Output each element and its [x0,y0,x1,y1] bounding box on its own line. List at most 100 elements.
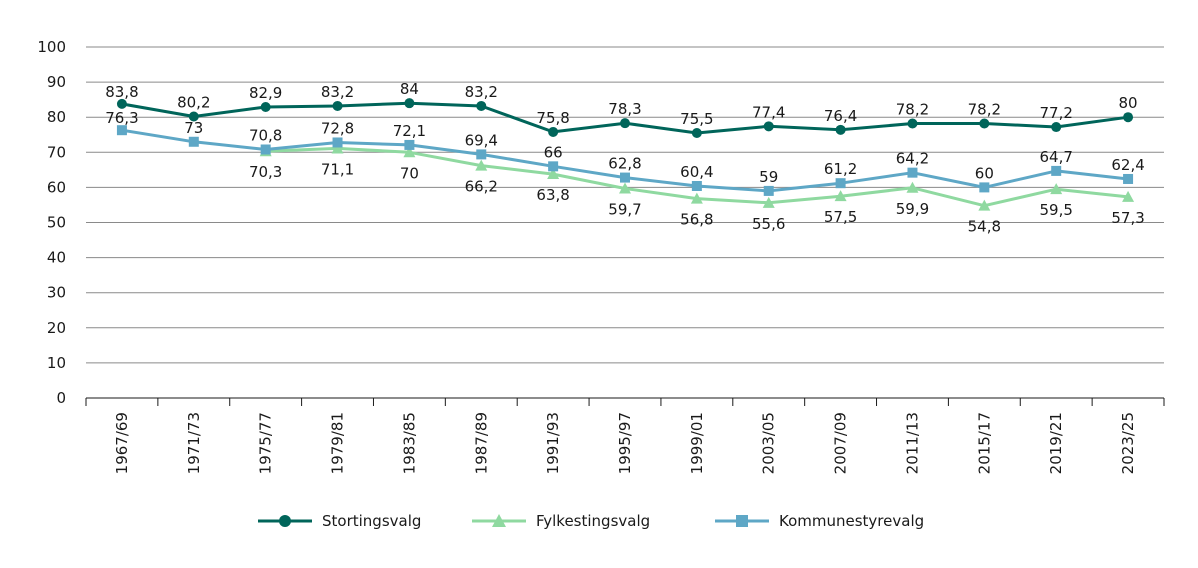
data-label: 55,6 [752,215,785,233]
data-label: 78,3 [608,100,641,118]
data-label: 72,8 [321,119,354,137]
data-label: 78,2 [968,101,1001,119]
data-label: 62,4 [1111,156,1144,174]
data-label: 70,3 [249,163,282,181]
y-tick-label: 40 [47,249,66,267]
data-label: 77,4 [752,103,785,121]
data-label: 57,5 [824,208,857,226]
x-tick-label: 2003/05 [760,412,778,474]
data-point [548,161,559,172]
data-point [691,180,702,191]
data-label: 70 [400,164,419,182]
data-point [619,182,631,194]
data-label: 54,8 [968,218,1001,236]
data-point [1122,190,1135,202]
data-point [906,181,919,193]
y-tick-label: 0 [56,389,66,407]
data-label: 64,2 [896,150,929,168]
data-label: 71,1 [321,160,354,178]
data-label: 78,2 [896,101,929,119]
legend-label: Kommunestyrevalg [779,512,924,530]
x-tick-label: 2011/13 [903,412,921,474]
data-label: 75,8 [536,109,569,127]
data-point [1051,165,1062,176]
y-tick-label: 100 [37,38,66,56]
data-point [835,178,846,189]
data-label: 59 [759,168,778,186]
y-axis-ticks: 0 10 20 30 40 50 60 70 80 90 100 [37,38,66,407]
data-point [404,98,415,109]
data-point [1051,122,1062,133]
data-label: 83,8 [105,83,138,101]
data-label: 63,8 [536,186,569,204]
data-label: 83,2 [465,83,498,101]
data-point [260,144,271,155]
data-point [476,100,487,111]
data-label: 62,8 [608,155,641,173]
data-label: 82,9 [249,84,282,102]
data-point [620,118,630,129]
data-point [620,172,630,183]
legend-marker [279,515,291,527]
data-label: 60 [975,164,994,182]
data-point [1123,173,1134,184]
data-point [691,127,702,138]
x-axis-ticks: 1967/69 1971/73 1975/77 1979/81 1983/85 1987/… [113,412,1137,474]
x-tick-label: 1999/01 [688,412,706,474]
data-label: 75,5 [680,110,713,128]
data-point [835,124,846,135]
y-tick-label: 10 [47,354,66,372]
data-label: 66 [544,143,563,161]
data-label: 59,7 [608,200,641,218]
data-label: 84 [400,80,419,98]
x-tick-label: 2015/17 [975,412,993,474]
data-point [332,100,343,111]
data-label: 83,2 [321,83,354,101]
legend-label: Fylkestingsvalg [536,512,650,530]
x-tick-label: 1995/97 [616,412,634,474]
data-label: 72,1 [393,122,426,140]
data-point [1123,112,1134,123]
data-point [979,118,990,129]
data-point [548,126,559,137]
x-tick-label: 1991/93 [544,412,562,474]
x-tick-label: 2019/21 [1047,412,1065,474]
data-label: 77,2 [1039,104,1072,122]
data-point [404,139,415,150]
x-tick-label: 2023/25 [1119,412,1137,474]
data-point [476,149,487,160]
data-point [332,137,343,148]
data-label: 56,8 [680,211,713,229]
data-point [403,146,416,158]
data-point [260,102,271,113]
data-point [331,142,344,154]
y-tick-label: 80 [47,108,66,126]
data-label: 69,4 [465,131,498,149]
y-tick-label: 60 [47,178,66,196]
y-tick-label: 20 [47,319,66,337]
data-point [547,168,560,180]
legend-label: Stortingsvalg [322,512,421,530]
data-label: 61,2 [824,160,857,178]
data-point [188,136,199,147]
y-tick-label: 90 [47,73,66,91]
data-label: 76,3 [105,109,138,127]
x-axis [85,397,1165,406]
y-tick-label: 70 [47,143,66,161]
data-point [475,159,488,171]
y-tick-label: 50 [47,214,66,232]
data-point [763,121,774,132]
x-tick-label: 1975/77 [257,412,275,474]
data-point [116,98,127,109]
data-label: 80,2 [177,93,210,111]
data-label: 80 [1119,94,1138,112]
x-tick-label: 2007/09 [832,412,850,474]
legend-marker [736,515,748,527]
x-tick-label: 1971/73 [185,412,203,474]
data-point [1050,183,1063,195]
data-point [690,192,703,204]
data-point [907,167,918,178]
data-point [116,125,127,136]
y-tick-label: 30 [47,284,66,302]
